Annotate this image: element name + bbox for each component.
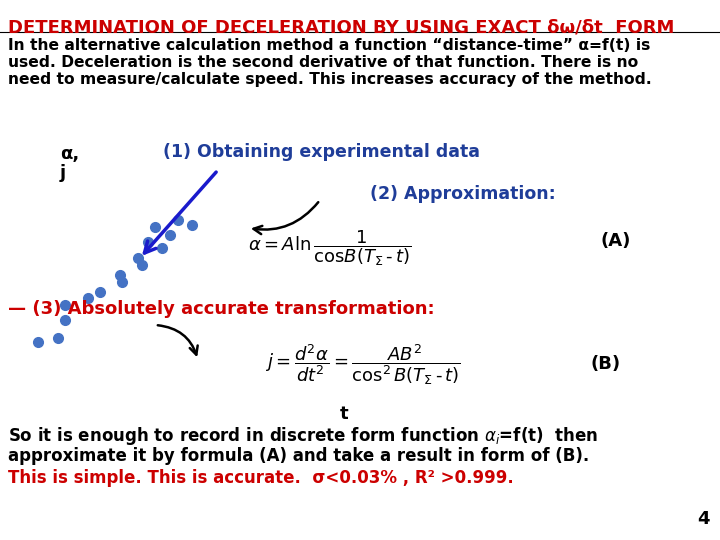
Text: — (3) Absolutely accurate transformation:: — (3) Absolutely accurate transformation… bbox=[8, 300, 435, 318]
Text: α,: α, bbox=[60, 145, 79, 163]
Text: t: t bbox=[340, 405, 348, 423]
Text: (1) Obtaining experimental data: (1) Obtaining experimental data bbox=[163, 143, 480, 161]
Text: This is simple. This is accurate.  σ<0.03% , R² >0.999.: This is simple. This is accurate. σ<0.03… bbox=[8, 469, 514, 487]
Text: 4: 4 bbox=[698, 510, 710, 528]
Text: $j = \dfrac{d^2\alpha}{dt^2} = \dfrac{AB^2}{\cos^2 B(T_{\Sigma}\, \text{-}\, t)}: $j = \dfrac{d^2\alpha}{dt^2} = \dfrac{AB… bbox=[265, 342, 461, 387]
Text: DETERMINATION OF DECELERATION BY USING EXACT δω/δt  FORM: DETERMINATION OF DECELERATION BY USING E… bbox=[8, 18, 675, 36]
Text: need to measure/calculate speed. This increases accuracy of the method.: need to measure/calculate speed. This in… bbox=[8, 72, 652, 87]
Text: (2) Approximation:: (2) Approximation: bbox=[370, 185, 556, 203]
Text: used. Deceleration is the second derivative of that function. There is no: used. Deceleration is the second derivat… bbox=[8, 55, 638, 70]
Text: $\alpha = A\ln\dfrac{1}{\mathrm{cos}B(T_{\Sigma}\, \text{-}\, t)}$: $\alpha = A\ln\dfrac{1}{\mathrm{cos}B(T_… bbox=[248, 228, 411, 268]
Text: approximate it by formula (A) and take a result in form of (B).: approximate it by formula (A) and take a… bbox=[8, 447, 589, 465]
Text: In the alternative calculation method a function “distance-time” α=f(t) is: In the alternative calculation method a … bbox=[8, 38, 650, 53]
Text: (B): (B) bbox=[590, 355, 620, 373]
Text: j: j bbox=[60, 164, 66, 182]
Text: So it is enough to record in discrete form function $\alpha_i$=f(t)  then: So it is enough to record in discrete fo… bbox=[8, 425, 598, 447]
Text: (A): (A) bbox=[600, 232, 631, 250]
